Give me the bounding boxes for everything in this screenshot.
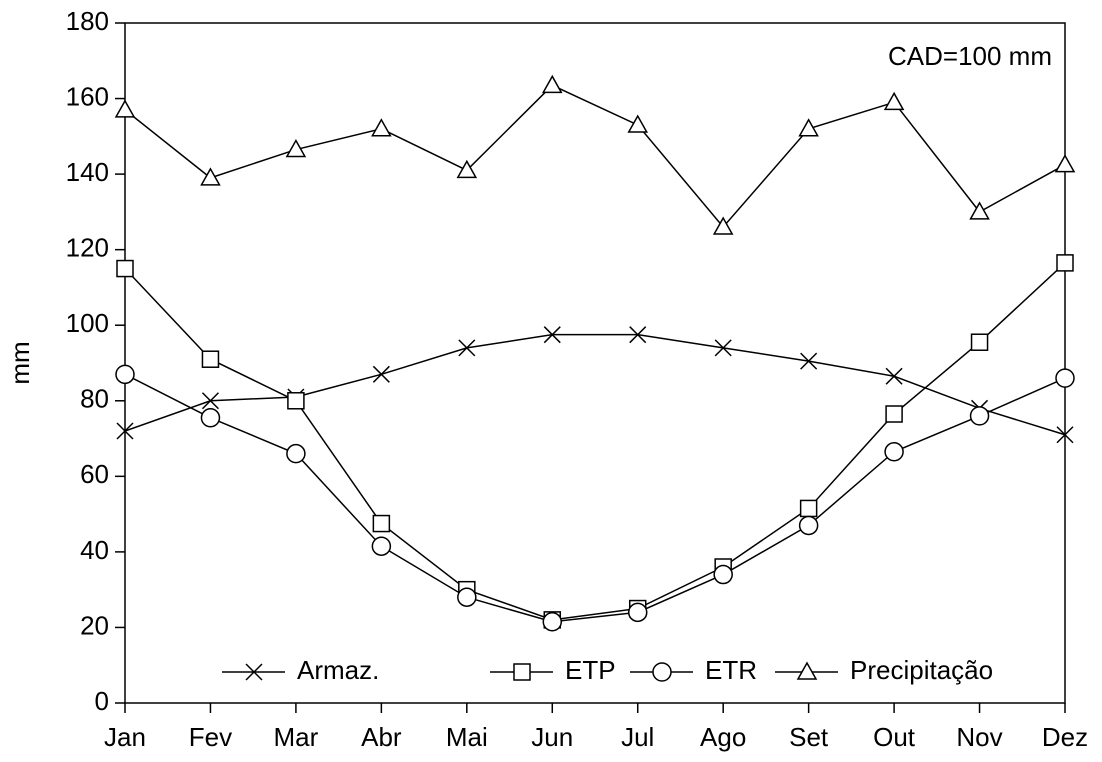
marker (372, 365, 390, 383)
x-tick-label: Mar (274, 722, 319, 752)
marker (1055, 368, 1075, 388)
legend-marker (652, 662, 672, 682)
marker (287, 392, 305, 410)
legend-label: ETP (565, 655, 616, 685)
marker (627, 602, 648, 623)
y-tick-label: 160 (66, 81, 109, 111)
x-tick-label: Jul (621, 722, 654, 752)
series-line (124, 333, 1066, 436)
marker (115, 364, 135, 385)
x-tick-label: Out (873, 722, 916, 752)
y-tick-label: 140 (66, 157, 109, 187)
series-line (124, 84, 1066, 229)
marker (800, 352, 818, 370)
marker (116, 422, 134, 440)
marker (713, 564, 733, 585)
x-tick-label: Ago (700, 722, 746, 752)
marker (458, 339, 476, 357)
marker (885, 405, 903, 423)
y-tick-label: 80 (80, 384, 109, 414)
y-tick-label: 60 (80, 459, 109, 489)
x-tick-label: Jun (531, 722, 573, 752)
x-tick-label: Fev (189, 722, 232, 752)
marker (200, 408, 221, 428)
marker (543, 326, 561, 344)
marker (371, 536, 392, 556)
legend-marker (245, 663, 263, 681)
marker (969, 406, 990, 426)
marker (201, 392, 219, 410)
legend-marker (513, 663, 531, 681)
marker (969, 201, 990, 220)
marker (541, 74, 563, 94)
y-axis-label: mm (5, 341, 35, 384)
legend-label: ETR (705, 655, 757, 685)
series-line (124, 373, 1066, 623)
y-tick-label: 100 (66, 308, 109, 338)
legend-marker (796, 661, 818, 680)
y-tick-label: 120 (66, 233, 109, 263)
marker (116, 259, 134, 278)
marker (883, 91, 905, 111)
marker (286, 443, 306, 464)
y-tick-label: 0 (95, 686, 109, 716)
marker (885, 367, 903, 385)
marker (542, 612, 563, 632)
marker (798, 118, 819, 137)
plot-frame (124, 22, 1066, 704)
marker (114, 99, 136, 118)
marker (457, 587, 477, 607)
marker (372, 514, 391, 533)
annotation: CAD=100 mm (888, 41, 1052, 71)
y-tick-label: 20 (80, 610, 109, 640)
marker (200, 167, 221, 186)
x-tick-label: Mai (446, 722, 488, 752)
x-tick-label: Jan (104, 722, 146, 752)
legend-label: Precipitação (850, 655, 993, 685)
marker (1056, 426, 1074, 444)
marker (627, 114, 649, 133)
x-tick-label: Nov (956, 722, 1002, 752)
legend-label: Armaz. (297, 655, 379, 685)
marker (799, 499, 818, 518)
marker (712, 216, 734, 235)
series-line (124, 262, 1066, 621)
y-tick-label: 40 (80, 535, 109, 565)
y-tick-label: 180 (66, 6, 109, 36)
marker (371, 118, 392, 137)
marker (884, 442, 904, 462)
marker (714, 339, 732, 357)
x-tick-label: Set (789, 722, 829, 752)
marker (1054, 154, 1076, 173)
marker (798, 515, 819, 536)
marker (285, 139, 307, 158)
x-tick-label: Abr (361, 722, 402, 752)
marker (629, 326, 647, 344)
x-tick-label: Dez (1042, 722, 1088, 752)
marker (201, 350, 220, 368)
marker (970, 333, 989, 351)
marker (1056, 254, 1074, 272)
marker (456, 159, 478, 179)
